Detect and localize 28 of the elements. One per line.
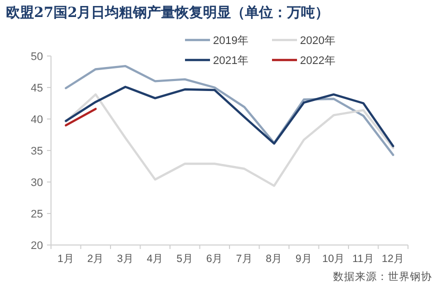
y-tick-label: 40 [30, 114, 43, 126]
source-note: 数据来源：世界钢协 [333, 270, 432, 283]
x-tick-label: 2月 [87, 253, 104, 265]
x-tick-label: 3月 [116, 253, 134, 265]
x-tick-label: 6月 [206, 253, 224, 265]
legend-label: 2019年 [213, 35, 248, 47]
x-tick-label: 7月 [236, 253, 253, 265]
y-tick-label: 50 [30, 51, 43, 63]
line-series [64, 64, 394, 156]
legend-label: 2022年 [300, 55, 336, 67]
line-series [64, 86, 394, 148]
x-tick-label: 11月 [352, 253, 374, 265]
y-tick-label: 30 [30, 177, 43, 189]
x-tick-label: 5月 [176, 253, 194, 265]
x-tick-label: 4月 [146, 253, 164, 265]
y-tick-label: 20 [30, 240, 43, 252]
chart-title: 欧盟27国2月日均粗钢产量恢复明显（单位：万吨） [6, 4, 330, 21]
line-series [64, 93, 394, 187]
x-tick-label: 9月 [295, 253, 312, 265]
y-tick-label: 35 [30, 146, 43, 158]
x-tick-label: 1月 [57, 253, 74, 265]
x-tick-label: 8月 [266, 253, 283, 265]
legend-label: 2021年 [213, 55, 248, 67]
legend-label: 2020年 [300, 35, 336, 47]
y-tick-label: 25 [30, 208, 43, 220]
x-tick-label: 12月 [382, 253, 404, 265]
y-tick-label: 45 [30, 82, 43, 94]
x-tick-label: 10月 [322, 253, 345, 265]
